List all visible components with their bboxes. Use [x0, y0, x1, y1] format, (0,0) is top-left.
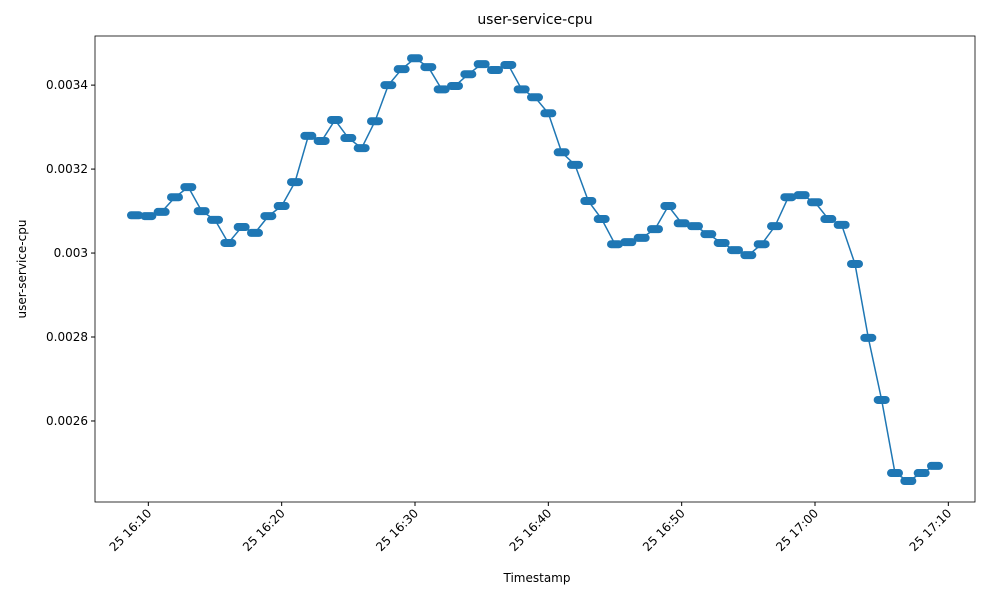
- x-axis-label: Timestamp: [503, 571, 571, 585]
- y-tick-label: 0.0026: [46, 414, 88, 428]
- x-tick-label: 25 16:50: [640, 506, 688, 554]
- x-tick-label: 25 16:40: [507, 506, 555, 554]
- y-tick-label: 0.0032: [46, 162, 88, 176]
- chart-title: user-service-cpu: [477, 12, 592, 28]
- y-tick-label: 0.0034: [46, 78, 88, 92]
- plot-frame: [94, 35, 976, 503]
- x-tick-label: 25 16:10: [107, 506, 155, 554]
- line: [134, 57, 936, 482]
- y-axis-label: user-service-cpu: [15, 220, 29, 319]
- y-tick-label: 0.003: [54, 246, 88, 260]
- x-tick-label: 25 16:30: [373, 506, 421, 554]
- x-tick-label: 25 17:10: [907, 506, 955, 554]
- y-tick-label: 0.0028: [46, 330, 88, 344]
- x-tick-label: 25 16:20: [240, 506, 288, 554]
- x-tick-label: 25 17:00: [773, 506, 821, 554]
